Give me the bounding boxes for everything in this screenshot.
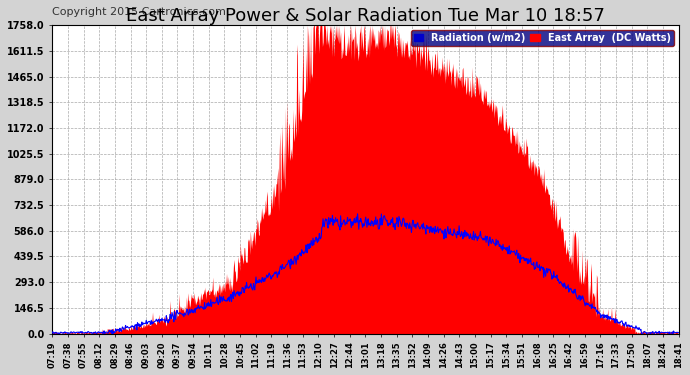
Text: Copyright 2015 Cartronics.com: Copyright 2015 Cartronics.com (52, 7, 226, 16)
Title: East Array Power & Solar Radiation Tue Mar 10 18:57: East Array Power & Solar Radiation Tue M… (126, 7, 605, 25)
Legend: Radiation (w/m2), East Array  (DC Watts): Radiation (w/m2), East Array (DC Watts) (411, 30, 673, 46)
